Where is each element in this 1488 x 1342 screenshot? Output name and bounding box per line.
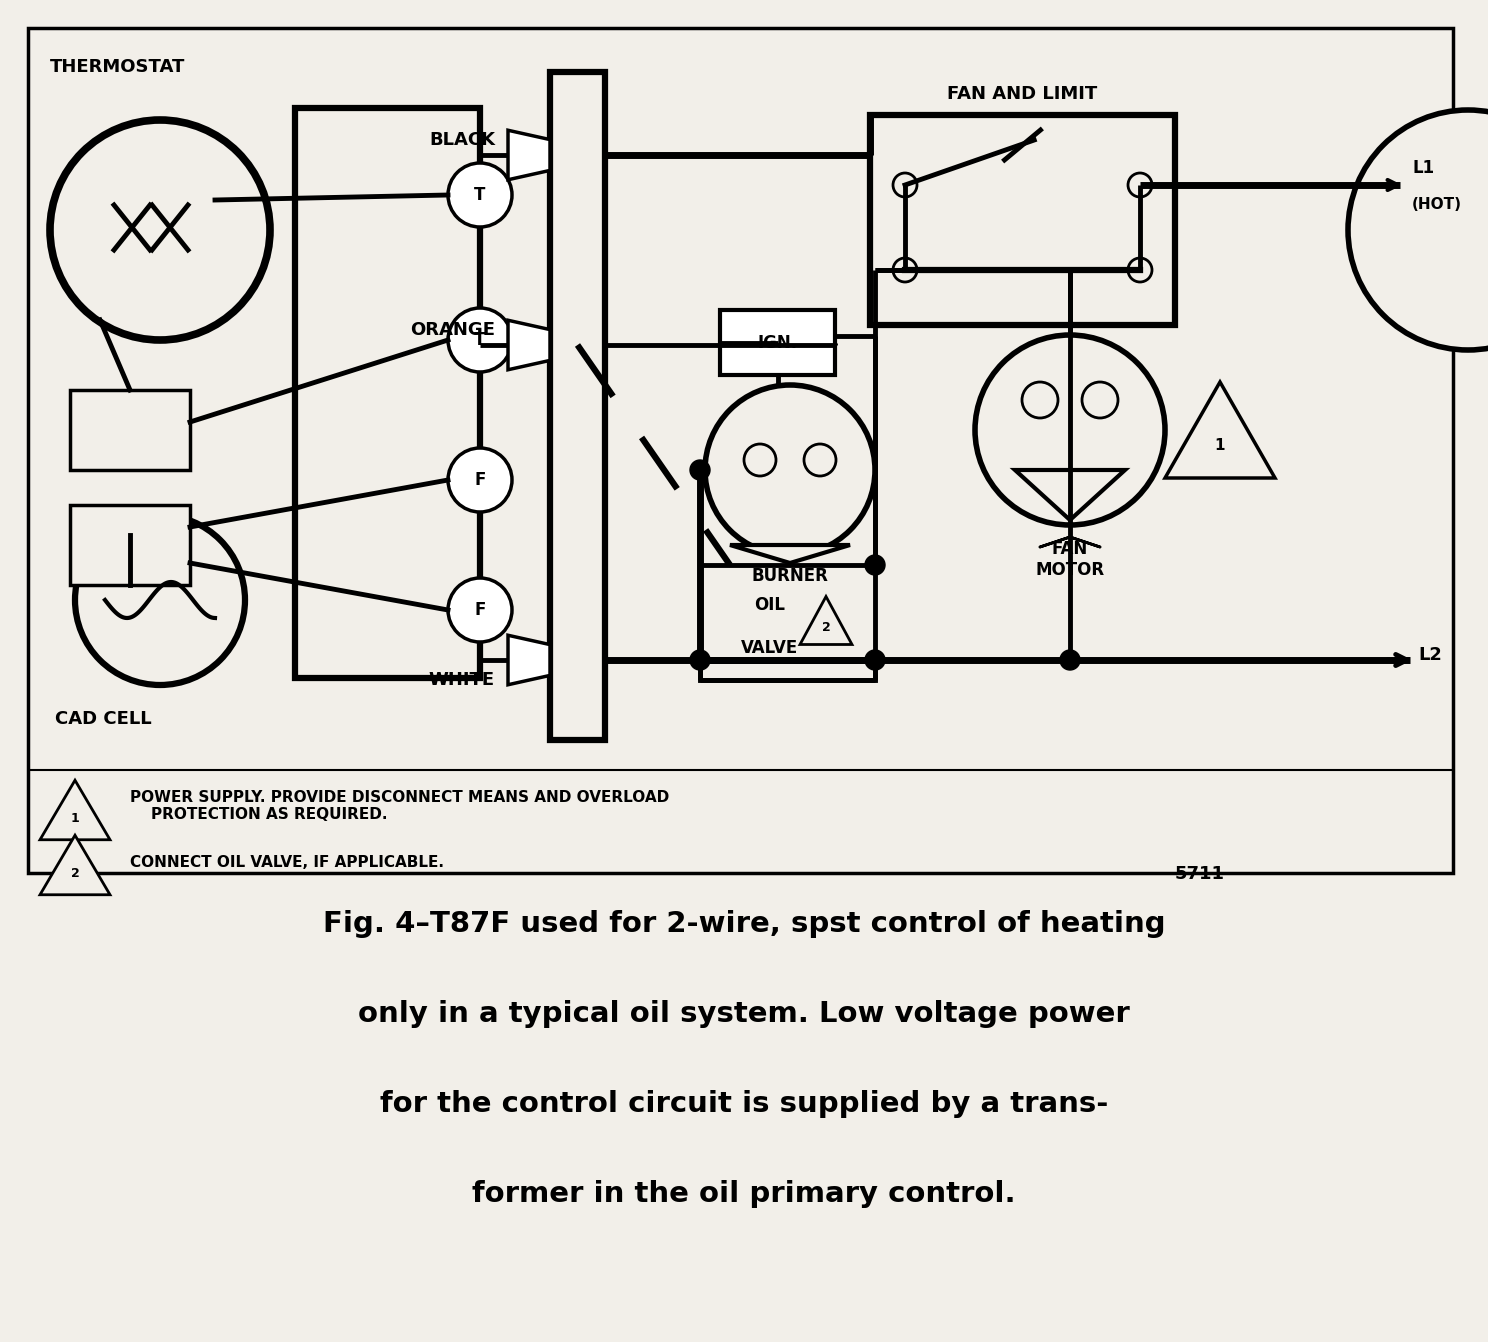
Text: F: F: [475, 471, 485, 488]
Polygon shape: [801, 596, 853, 644]
Text: (HOT): (HOT): [1412, 197, 1463, 212]
Circle shape: [690, 460, 710, 480]
Bar: [720, 310, 835, 374]
Circle shape: [744, 444, 777, 476]
Text: THERMOSTAT: THERMOSTAT: [51, 58, 186, 76]
Circle shape: [865, 650, 885, 670]
Circle shape: [1128, 258, 1152, 282]
Text: L2: L2: [1418, 646, 1442, 664]
Polygon shape: [507, 130, 551, 180]
Text: OIL: OIL: [754, 596, 786, 615]
Text: Fig. 4–T87F used for 2-wire, spst control of heating: Fig. 4–T87F used for 2-wire, spst contro…: [323, 910, 1165, 938]
Text: 1: 1: [70, 812, 79, 825]
Circle shape: [690, 650, 710, 670]
Circle shape: [74, 515, 246, 684]
Circle shape: [1082, 382, 1117, 417]
Circle shape: [1348, 110, 1488, 350]
Polygon shape: [1165, 382, 1275, 478]
Circle shape: [804, 444, 836, 476]
Text: F: F: [475, 601, 485, 619]
Bar: [551, 72, 606, 739]
Bar: [699, 565, 875, 680]
Text: FAN
MOTOR: FAN MOTOR: [1036, 539, 1104, 578]
Circle shape: [705, 385, 875, 556]
Text: former in the oil primary control.: former in the oil primary control.: [472, 1180, 1016, 1208]
Circle shape: [975, 336, 1165, 525]
Bar: [295, 107, 481, 678]
Text: IGN.: IGN.: [757, 334, 798, 352]
Circle shape: [893, 173, 917, 197]
Text: POWER SUPPLY. PROVIDE DISCONNECT MEANS AND OVERLOAD
    PROTECTION AS REQUIRED.: POWER SUPPLY. PROVIDE DISCONNECT MEANS A…: [129, 790, 670, 823]
Bar: [70, 391, 190, 470]
Text: ORANGE: ORANGE: [411, 321, 496, 340]
Text: FAN AND LIMIT: FAN AND LIMIT: [948, 85, 1098, 103]
Polygon shape: [731, 545, 850, 564]
Text: VALVE: VALVE: [741, 639, 799, 656]
Circle shape: [448, 448, 512, 513]
Text: for the control circuit is supplied by a trans-: for the control circuit is supplied by a…: [379, 1090, 1109, 1118]
Text: CAD CELL: CAD CELL: [55, 710, 152, 727]
Circle shape: [1059, 650, 1080, 670]
Bar: [28, 28, 1452, 874]
Text: 2: 2: [70, 867, 79, 880]
Text: only in a typical oil system. Low voltage power: only in a typical oil system. Low voltag…: [359, 1000, 1129, 1028]
Bar: [870, 115, 1176, 325]
Polygon shape: [40, 780, 110, 840]
Text: L1: L1: [1412, 158, 1434, 177]
Text: T: T: [475, 187, 485, 204]
Bar: [70, 505, 190, 585]
Circle shape: [865, 556, 885, 574]
Circle shape: [51, 119, 269, 340]
Circle shape: [448, 162, 512, 227]
Polygon shape: [40, 835, 110, 895]
Text: WHITE: WHITE: [429, 671, 496, 688]
Text: 5711: 5711: [1176, 866, 1225, 883]
Text: BLACK: BLACK: [429, 132, 496, 149]
Polygon shape: [507, 321, 551, 370]
Text: 2: 2: [821, 621, 830, 633]
Circle shape: [448, 309, 512, 372]
Circle shape: [893, 258, 917, 282]
Polygon shape: [507, 635, 551, 684]
Circle shape: [448, 578, 512, 641]
Circle shape: [1128, 173, 1152, 197]
Circle shape: [1022, 382, 1058, 417]
Polygon shape: [1015, 470, 1125, 519]
Text: 1: 1: [1214, 437, 1225, 452]
Text: T: T: [475, 331, 485, 349]
Text: BURNER: BURNER: [751, 568, 829, 585]
Text: CONNECT OIL VALVE, IF APPLICABLE.: CONNECT OIL VALVE, IF APPLICABLE.: [129, 855, 443, 870]
